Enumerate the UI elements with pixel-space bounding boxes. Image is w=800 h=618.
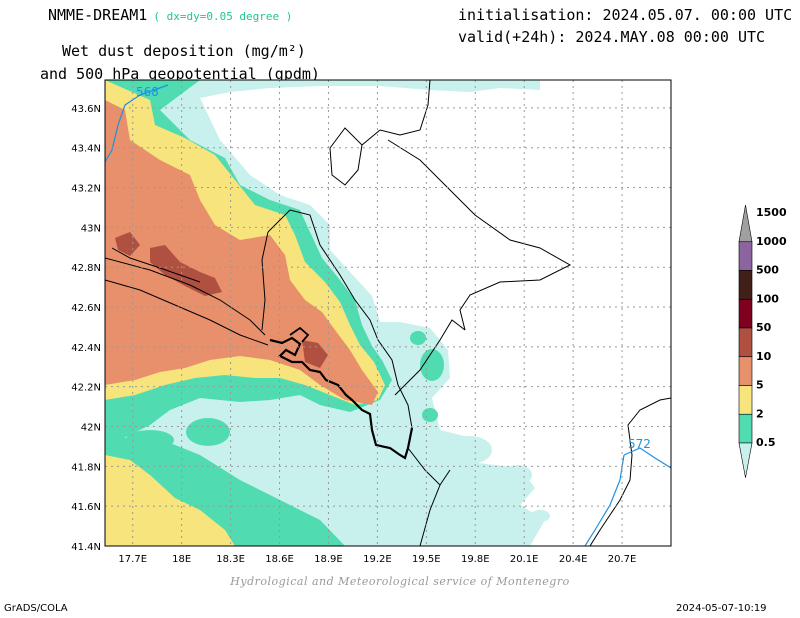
lon-label: 17.7E [118,554,147,565]
lat-label: 41.4N [71,542,101,553]
lon-label: 19.2E [363,554,392,565]
contour-label-568: 568 [136,85,159,99]
credit-text: Hydrological and Meteorological service … [230,575,570,588]
lat-label: 43.2N [71,184,101,195]
model-title: NMME-DREAM1 ( dx=dy=0.05 degree ) [48,6,292,24]
colorbar-label: 50 [756,321,772,334]
field-subtitle: and 500 hPa geopotential (gpdm) [40,65,320,83]
lat-label: 43N [81,223,101,234]
lon-label: 20.1E [510,554,539,565]
lat-label: 41.6N [71,502,101,513]
colorbar-segment [738,298,753,329]
colorbar-label: 0.5 [756,436,776,449]
initialisation-time: initialisation: 2024.05.07. 00:00 UTC [458,6,793,24]
colorbar-label: 1500 [756,206,787,219]
software-label: GrADS/COLA [4,603,68,614]
colorbar-label: 2 [756,407,764,420]
colorbar-segment [738,385,753,415]
latitude-labels: 43.6N 43.4N 43.2N 43N 42.8N 42.6N 42.4N 42.2N 42… [71,104,101,553]
lon-label: 20.4E [559,554,588,565]
lat-label: 42.4N [71,343,101,354]
colorbar-segment [738,270,753,300]
lon-label: 18E [172,554,191,565]
colorbar-segment [738,413,753,444]
lat-label: 42.8N [71,263,101,274]
colorbar-segment [738,241,753,271]
render-timestamp: 2024-05-07-10:19 [676,603,767,614]
colorbar-segment [738,356,753,386]
colorbar-segment [738,442,753,478]
lat-label: 42.2N [71,383,101,394]
lat-label: 43.4N [71,144,101,155]
field-title: Wet dust deposition (mg/m²) [62,42,306,60]
model-name: NMME-DREAM1 [48,6,148,24]
colorbar-label: 10 [756,350,772,363]
colorbar-label: 5 [756,379,764,392]
lat-label: 41.8N [71,462,101,473]
lon-label: 19.5E [412,554,441,565]
colorbar: 0.5 2 5 10 50 100 500 1000 1500 [738,204,787,478]
model-resolution: ( dx=dy=0.05 degree ) [153,10,293,23]
map-frame [104,79,672,547]
lon-label: 19.8E [461,554,490,565]
valid-time: valid(+24h): 2024.MAY.08 00:00 UTC [458,28,766,46]
contour-label-572: 572 [628,437,651,451]
lat-label: 43.6N [71,104,101,115]
lon-label: 18.9E [314,554,343,565]
colorbar-label: 100 [756,292,779,305]
deposition-field [105,80,671,546]
colorbar-segment [738,327,753,358]
colorbar-label: 1000 [756,235,787,248]
lon-label: 20.7E [608,554,637,565]
lat-label: 42N [81,423,101,434]
lat-label: 42.6N [71,303,101,314]
lon-label: 18.6E [265,554,294,565]
colorbar-label: 500 [756,264,779,277]
lon-label: 18.3E [216,554,245,565]
longitude-labels: 17.7E 18E 18.3E 18.6E 18.9E 19.2E 19.5E 19.8E 20… [118,554,636,565]
colorbar-segment [738,204,753,243]
